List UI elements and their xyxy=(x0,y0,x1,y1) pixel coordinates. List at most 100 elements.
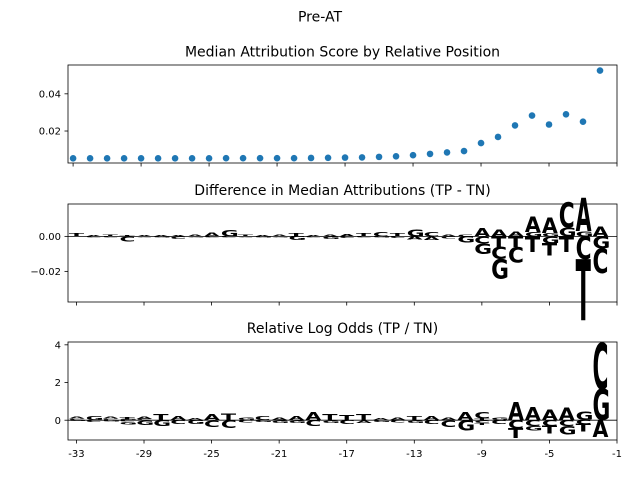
logodds-letter-G: G xyxy=(238,417,256,421)
scatter-point xyxy=(103,155,111,162)
difference-letter-A: A xyxy=(136,235,153,237)
difference-letter-A: A xyxy=(305,235,322,237)
logodds-letter-A: A xyxy=(204,412,221,422)
difference-letter-C: C xyxy=(238,236,254,237)
logodds-letter-A: A xyxy=(457,411,473,423)
difference-letter-C: C xyxy=(576,231,592,267)
logodds-letter-G: G xyxy=(120,421,138,425)
scatter-point xyxy=(205,155,213,162)
difference-letter-A: A xyxy=(322,234,339,237)
logodds-letter-T: T xyxy=(474,422,489,425)
logodds-letter-T: T xyxy=(221,412,237,423)
logodds-letter-A: A xyxy=(187,418,204,421)
difference-letter-A: A xyxy=(187,234,204,237)
difference-letter-G: G xyxy=(407,227,425,238)
figure-suptitle: Pre-AT xyxy=(298,10,342,26)
scatter-point xyxy=(324,154,332,162)
logodds-letter-C: C xyxy=(86,420,102,423)
scatter-point xyxy=(375,153,383,161)
logodds-letter-A: A xyxy=(525,403,541,424)
logodds-letter-C: C xyxy=(491,419,507,425)
logodds-letter-G: G xyxy=(525,425,543,433)
logodds-letter-C: C xyxy=(542,419,558,428)
logodds-letter-C: C xyxy=(170,419,186,425)
logodds-letter-C: C xyxy=(339,419,355,425)
logodds-letter-C: C xyxy=(440,419,456,429)
axes-frame xyxy=(67,64,618,164)
logodds-letter-G: G xyxy=(136,419,154,427)
difference-letter-T: T xyxy=(576,244,591,341)
difference-letter-A: A xyxy=(153,235,170,237)
logodds-xtick-label: -13 xyxy=(406,449,422,460)
logodds-letter-C: C xyxy=(559,419,575,428)
scatter-point xyxy=(341,154,349,161)
logodds-title: Relative Log Odds (TP / TN) xyxy=(247,321,438,337)
difference-letter-A: A xyxy=(424,235,441,241)
logodds-letter-T: T xyxy=(120,416,135,420)
difference-letter-A: A xyxy=(576,190,592,243)
difference-letter-C: C xyxy=(424,231,440,238)
scatter-point xyxy=(86,155,94,162)
logodds-letter-T: T xyxy=(339,414,355,422)
difference-title: Difference in Median Attributions (TP - … xyxy=(194,183,490,199)
difference-letter-T: T xyxy=(120,235,135,237)
difference-letter-C: C xyxy=(339,236,355,239)
difference-letter-G: G xyxy=(373,236,391,238)
difference-letter-C: C xyxy=(103,236,119,238)
logodds-letter-C: C xyxy=(576,419,592,425)
axes-frame xyxy=(67,341,618,441)
logodds-letter-A: A xyxy=(69,416,86,419)
scatter-ytick-label: 0.04 xyxy=(39,89,61,100)
difference-letter-C: C xyxy=(86,236,102,238)
scatter-point xyxy=(494,133,502,141)
difference-letter-T: T xyxy=(238,234,253,237)
logodds-letter-G: G xyxy=(491,417,509,421)
logodds-letter-T: T xyxy=(153,413,169,422)
logodds-letter-C: C xyxy=(474,420,490,424)
difference-letter-G: G xyxy=(153,236,171,238)
logodds-letter-T: T xyxy=(356,413,372,422)
logodds-letter-G: G xyxy=(373,420,391,423)
difference-letter-A: A xyxy=(339,234,356,238)
scatter-point xyxy=(596,67,604,74)
difference-letter-C: C xyxy=(457,234,473,237)
scatter-point xyxy=(239,154,247,162)
difference-letter-G: G xyxy=(525,231,543,238)
scatter-point xyxy=(69,155,77,162)
scatter-point xyxy=(409,151,417,159)
difference-letter-T: T xyxy=(542,240,558,260)
logodds-letter-C: C xyxy=(238,420,254,424)
logodds-letter-G: G xyxy=(69,420,87,422)
logodds-letter-A: A xyxy=(593,417,609,443)
scatter-point xyxy=(545,121,553,128)
scatter-title: Median Attribution Score by Relative Pos… xyxy=(185,45,500,61)
difference-letter-T: T xyxy=(508,235,523,251)
scatter-point xyxy=(222,154,230,162)
difference-letter-G: G xyxy=(221,228,239,238)
difference-letter-G: G xyxy=(491,254,509,285)
logodds-letter-A: A xyxy=(356,420,373,424)
logodds-letter-G: G xyxy=(120,419,138,421)
scatter-point xyxy=(392,153,400,160)
scatter-point xyxy=(460,147,468,155)
difference-letter-G: G xyxy=(187,236,205,237)
difference-letter-G: G xyxy=(593,233,611,253)
logodds-letter-C: C xyxy=(69,418,85,420)
scatter-point xyxy=(358,154,366,161)
logodds-letter-G: G xyxy=(153,419,171,428)
scatter-point xyxy=(477,139,485,147)
logodds-letter-G: G xyxy=(322,420,340,424)
logodds-letter-A: A xyxy=(288,415,304,421)
logodds-letter-A: A xyxy=(272,417,289,421)
difference-letter-G: G xyxy=(288,235,306,241)
scatter-point xyxy=(137,155,145,162)
difference-letter-G: G xyxy=(576,230,594,238)
scatter-point xyxy=(171,155,179,162)
logodds-letter-A: A xyxy=(390,417,407,421)
difference-letter-C: C xyxy=(204,236,220,238)
logodds-letter-C: C xyxy=(204,419,220,429)
difference-letter-G: G xyxy=(322,236,340,240)
scatter-ytick-label: 0.02 xyxy=(39,127,61,138)
difference-letter-T: T xyxy=(103,234,118,237)
difference-letter-C: C xyxy=(491,244,507,264)
